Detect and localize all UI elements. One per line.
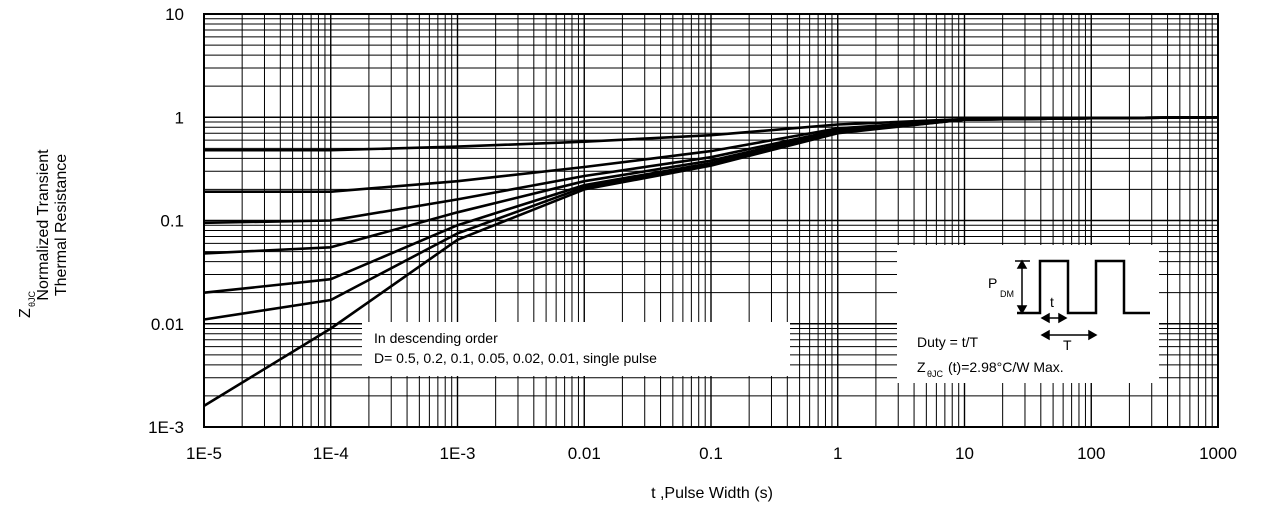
x-tick-label: 100 [1077, 444, 1105, 463]
x-tick-labels: 1E-5 1E-4 1E-3 0.01 0.1 1 10 100 1000 [186, 444, 1237, 463]
x-axis-title: t ,Pulse Width (s) [651, 485, 773, 502]
y-tick-label: 10 [165, 5, 184, 24]
plot-frame [203, 13, 1219, 428]
y-axis-title-line2: Thermal Resistance [53, 154, 70, 296]
pdm-arrow [1015, 259, 1030, 315]
y-axis-symbol: Z θJC [17, 290, 37, 318]
order-note-box [362, 322, 790, 376]
x-tick-label: 1E-3 [440, 444, 476, 463]
pdm-label-main: P [988, 275, 997, 291]
order-note-line1: In descending order [374, 330, 498, 346]
t-arrow [1040, 312, 1068, 324]
pulse-waveform-diagram [1017, 259, 1150, 315]
T-label: T [1063, 337, 1072, 353]
y-axis-symbol-sub: θJC [27, 290, 37, 307]
x-tick-label: 1 [833, 444, 842, 463]
y-axis-title-line1: Normalized Transient [35, 149, 52, 301]
x-tick-label: 10 [955, 444, 974, 463]
x-tick-label: 1000 [1199, 444, 1237, 463]
series-layer [203, 116, 1219, 408]
x-tick-label: 0.01 [568, 444, 601, 463]
x-tick-label: 0.1 [699, 444, 723, 463]
y-axis-title: Normalized Transient Thermal Resistance [35, 149, 70, 301]
T-arrow [1040, 329, 1098, 341]
order-note-line2: D= 0.5, 0.2, 0.1, 0.05, 0.02, 0.01, sing… [374, 350, 657, 366]
y-tick-label: 0.01 [151, 315, 184, 334]
zth-sub: θJC [927, 369, 944, 379]
series-line-7 [203, 116, 1219, 408]
zth-rest: (t)=2.98°C/W Max. [948, 359, 1064, 375]
y-tick-label: 0.1 [160, 212, 184, 231]
x-tick-label: 1E-4 [313, 444, 349, 463]
t-label: t [1050, 294, 1054, 310]
duty-text: Duty = t/T [917, 334, 979, 350]
x-tick-label: 1E-5 [186, 444, 222, 463]
y-tick-labels: 1E-3 0.01 0.1 1 10 [148, 5, 184, 437]
y-axis-symbol-main: Z [17, 308, 34, 318]
y-tick-label: 1E-3 [148, 418, 184, 437]
pdm-label-sub: DM [1000, 289, 1014, 299]
zth-main: Z [917, 359, 926, 375]
y-tick-label: 1 [175, 108, 184, 127]
